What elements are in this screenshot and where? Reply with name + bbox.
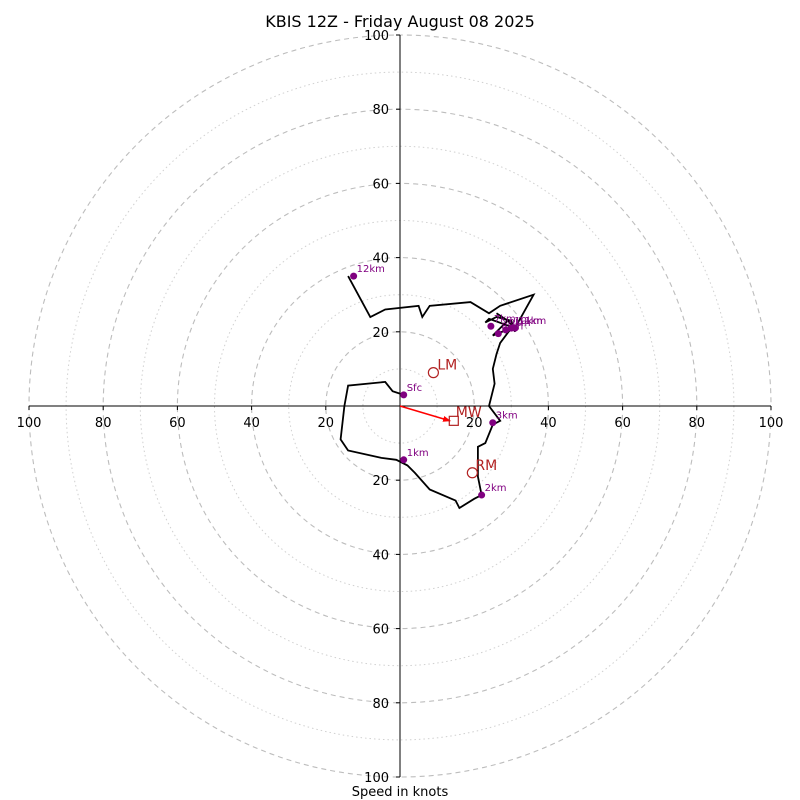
x-tick-label: 40: [540, 416, 557, 431]
height-marker-dot: [350, 272, 358, 280]
height-marker-label: 2km: [485, 483, 507, 494]
height-marker-dot: [494, 330, 502, 338]
height-marker-label: 7km: [494, 314, 516, 325]
x-tick-label: 80: [689, 416, 706, 431]
y-tick-label: 20: [372, 474, 389, 489]
hodograph-trace: [339, 275, 536, 510]
x-tick-label: 100: [759, 416, 784, 431]
left-mover-marker: [427, 367, 439, 379]
height-marker-label: 11km: [518, 316, 546, 327]
right-mover-marker: [466, 467, 478, 479]
height-marker-dot: [400, 391, 408, 399]
y-tick-label: 60: [372, 177, 389, 192]
height-marker-dot: [478, 491, 486, 499]
y-tick-label: 40: [372, 252, 389, 267]
height-marker-dot: [511, 324, 519, 332]
x-tick-label: 100: [17, 416, 42, 431]
x-tick-label: 60: [614, 416, 631, 431]
y-tick-label: 80: [372, 697, 389, 712]
y-tick-label: 60: [372, 623, 389, 638]
x-tick-label: 80: [95, 416, 112, 431]
height-marker-dot: [489, 419, 497, 427]
y-tick-label: 100: [364, 29, 389, 44]
y-tick-label: 40: [372, 548, 389, 563]
hodograph-line: [339, 275, 536, 510]
height-markers: Sfc1km2km3km7km8km9km10km11km12km: [350, 264, 546, 499]
height-marker-dot: [487, 322, 495, 330]
y-tick-label: 100: [364, 771, 389, 786]
height-marker-label: 10km: [514, 316, 542, 327]
height-marker-label: 1km: [407, 448, 429, 459]
tick-labels: 100 80 60 40 20 20 40 60 80 100 100 80 60 40 20 20 40 60 8…: [17, 29, 784, 786]
mean-wind-vector: [399, 405, 452, 422]
height-marker-dot: [502, 326, 510, 334]
right-mover-label: RM: [475, 458, 497, 474]
height-marker-dot: [400, 456, 408, 464]
height-marker-label: 9km: [509, 318, 531, 329]
x-tick-label: 60: [169, 416, 186, 431]
x-tick-label: 20: [466, 416, 483, 431]
mean-wind-label: MW: [456, 405, 482, 421]
height-marker-label: 12km: [357, 264, 385, 275]
x-tick-label: 20: [318, 416, 335, 431]
mean-wind-marker: [448, 415, 459, 426]
left-mover-label: LM: [437, 358, 457, 374]
height-marker-label: Sfc: [407, 383, 422, 394]
height-marker-label: 3km: [496, 411, 518, 422]
storm-motion-group: LM RM MW: [399, 358, 497, 479]
y-tick-label: 80: [372, 103, 389, 118]
x-axis-label: Speed in knots: [352, 785, 449, 800]
y-tick-label: 20: [372, 326, 389, 341]
x-tick-label: 40: [243, 416, 260, 431]
chart-title: KBIS 12Z - Friday August 08 2025: [265, 12, 535, 31]
